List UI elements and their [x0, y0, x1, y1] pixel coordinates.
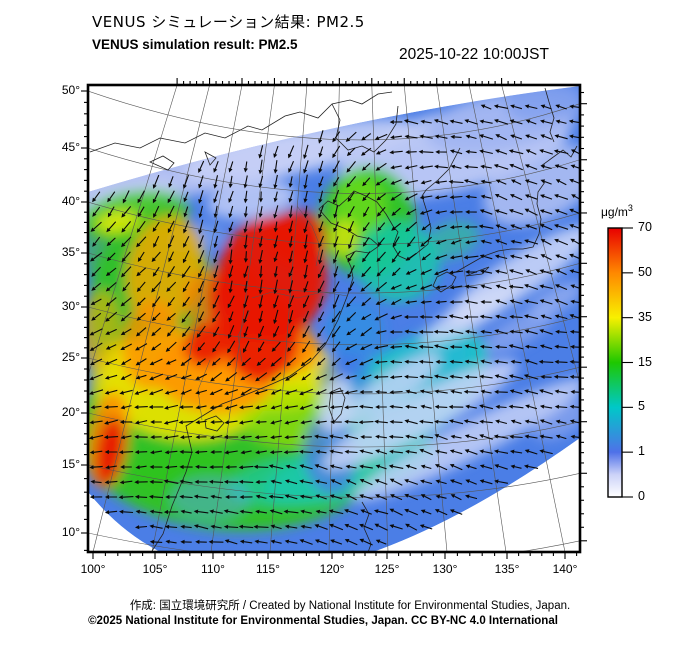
- map-frame: [86, 83, 582, 554]
- lat-label: 50°: [61, 83, 80, 97]
- lat-label: 35°: [61, 245, 80, 259]
- lon-label: 125°: [374, 562, 400, 576]
- lon-label: 115°: [256, 562, 280, 576]
- lon-label: 110°: [201, 562, 225, 576]
- lat-label: 15°: [61, 457, 80, 471]
- page-title: VENUS シミュレーション結果: PM2.5: [92, 13, 365, 31]
- credit-line: 作成: 国立環境研究所 / Created by National Instit…: [129, 600, 571, 612]
- colorbar-tick-label: 1: [638, 444, 645, 459]
- lat-label: 10°: [61, 525, 80, 539]
- colorbar-tick-label: 50: [638, 264, 652, 279]
- lat-label: 30°: [61, 299, 80, 313]
- page-subtitle: VENUS simulation result: PM2.5: [92, 37, 298, 52]
- colorbar-tick-label: 35: [638, 309, 652, 324]
- lon-label: 120°: [319, 562, 345, 576]
- lat-label: 45°: [61, 140, 80, 154]
- colorbar-tick-label: 5: [638, 399, 645, 414]
- lat-label: 25°: [61, 350, 80, 364]
- pm25-field: [88, 86, 580, 552]
- lon-label: 105°: [142, 562, 168, 576]
- colorbar: [607, 227, 623, 498]
- lon-label: 140°: [552, 562, 578, 576]
- lat-label: 40°: [61, 194, 80, 208]
- colorbar-ticks: [622, 227, 633, 498]
- lat-label: 20°: [61, 405, 80, 419]
- inland-borders: [197, 205, 349, 421]
- lon-label: 130°: [432, 562, 458, 576]
- timestamp: 2025-10-22 10:00JST: [399, 46, 549, 63]
- copyright-line: ©2025 National Institute for Environment…: [88, 615, 558, 627]
- axis-ticks: [81, 78, 587, 559]
- coastlines: [89, 87, 578, 552]
- graticule: [88, 85, 580, 552]
- colorbar-tick-label: 70: [638, 220, 652, 234]
- wind-vectors: [88, 104, 580, 546]
- colorbar-tick-label: 15: [638, 354, 652, 369]
- lon-label: 135°: [494, 562, 520, 576]
- colorbar-unit-label: μg/m3: [601, 203, 633, 219]
- lon-label: 100°: [80, 562, 106, 576]
- colorbar-tick-label: 0: [638, 489, 645, 503]
